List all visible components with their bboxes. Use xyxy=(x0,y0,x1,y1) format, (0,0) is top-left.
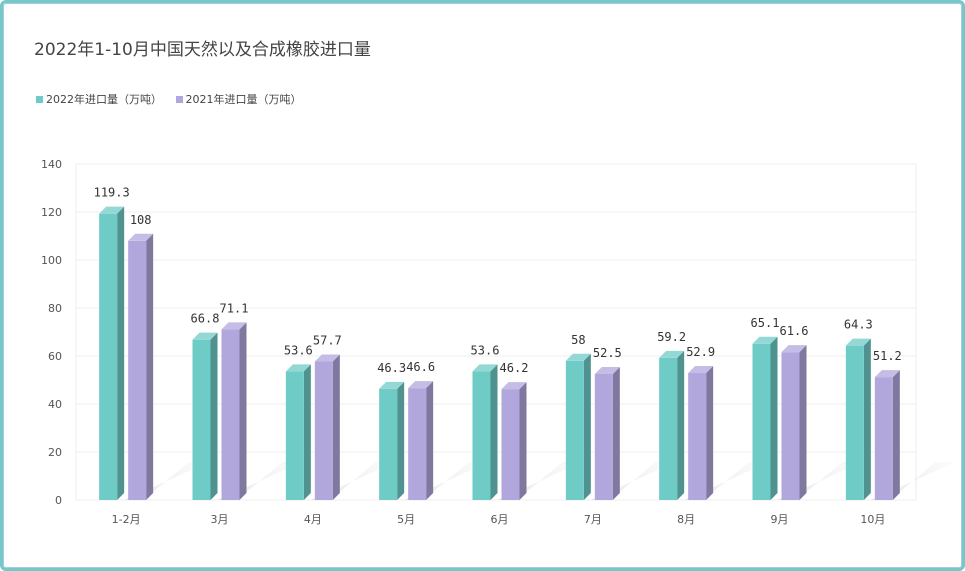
bar xyxy=(594,374,613,500)
bar-top xyxy=(688,366,714,374)
bar-side xyxy=(239,322,247,500)
data-label: 57.7 xyxy=(313,334,342,348)
bar-top xyxy=(128,233,154,241)
bar-side xyxy=(426,381,434,500)
y-tick-label: 80 xyxy=(48,302,62,315)
bar-side xyxy=(519,382,527,500)
data-label: 58 xyxy=(571,333,585,347)
y-tick-label: 60 xyxy=(48,350,62,363)
bar-top xyxy=(659,350,685,358)
data-label: 66.8 xyxy=(191,312,220,326)
x-tick-label: 7月 xyxy=(584,513,602,526)
bar-side xyxy=(799,345,807,500)
data-label: 46.2 xyxy=(500,361,529,375)
x-tick-label: 8月 xyxy=(677,513,695,526)
bar-top xyxy=(379,381,405,389)
x-tick-label: 4月 xyxy=(304,513,322,526)
bar-side xyxy=(210,332,218,500)
bar-side xyxy=(583,353,591,500)
y-tick-label: 40 xyxy=(48,398,62,411)
bar xyxy=(501,389,520,500)
data-label: 51.2 xyxy=(873,349,902,363)
bar-side xyxy=(397,381,405,500)
bar xyxy=(565,360,584,500)
x-tick-label: 5月 xyxy=(397,513,415,526)
bar-side xyxy=(706,366,714,500)
bar-top xyxy=(314,354,340,362)
bar-top xyxy=(472,364,498,372)
bar xyxy=(408,388,427,500)
x-tick-label: 9月 xyxy=(771,513,789,526)
bar xyxy=(221,329,240,500)
bar xyxy=(781,352,800,500)
data-label: 119.3 xyxy=(94,186,130,200)
bar-top xyxy=(221,322,247,330)
bar-top xyxy=(99,206,125,214)
bar-top xyxy=(752,336,778,344)
bar-side xyxy=(863,338,871,500)
bar xyxy=(99,213,118,500)
bar-top xyxy=(408,381,434,389)
data-label: 59.2 xyxy=(657,330,686,344)
bar xyxy=(192,339,211,500)
y-tick-label: 20 xyxy=(48,446,62,459)
bar-top xyxy=(501,382,527,390)
data-label: 65.1 xyxy=(751,316,780,330)
data-label: 52.9 xyxy=(686,345,715,359)
y-tick-label: 140 xyxy=(41,158,62,171)
data-label: 53.6 xyxy=(471,343,500,357)
bar xyxy=(472,371,491,500)
bar-side xyxy=(612,367,620,500)
data-label: 46.6 xyxy=(406,360,435,374)
x-tick-label: 3月 xyxy=(211,513,229,526)
data-label: 108 xyxy=(130,213,152,227)
bar-top xyxy=(874,370,900,378)
bar-side xyxy=(146,233,154,501)
x-tick-label: 10月 xyxy=(860,513,885,526)
bar xyxy=(874,377,893,500)
data-label: 71.1 xyxy=(220,301,249,315)
bar xyxy=(659,357,678,500)
bar-side xyxy=(677,350,685,500)
bar-top xyxy=(781,345,807,353)
chart-title: 2022年1-10月中国天然以及合成橡胶进口量 xyxy=(34,40,371,60)
bar xyxy=(314,361,333,500)
x-tick-label: 1-2月 xyxy=(112,513,141,526)
bar-top xyxy=(845,338,871,346)
legend: 2022年进口量（万吨） 2021年进口量（万吨） xyxy=(36,91,312,107)
legend-item-2022[interactable]: 2022年进口量（万吨） xyxy=(36,91,162,107)
bar xyxy=(688,373,707,500)
legend-label-2022: 2022年进口量（万吨） xyxy=(46,93,162,106)
bar-side xyxy=(303,364,311,500)
bar-top xyxy=(285,364,311,372)
data-label: 52.5 xyxy=(593,346,622,360)
bar-top xyxy=(594,367,620,374)
bar-side xyxy=(892,370,900,500)
data-label: 64.3 xyxy=(844,318,873,332)
data-label: 46.3 xyxy=(377,361,406,375)
y-tick-label: 120 xyxy=(41,206,62,219)
bar-side xyxy=(770,336,778,500)
bar-side xyxy=(117,206,125,500)
bar xyxy=(752,343,771,500)
y-tick-label: 100 xyxy=(41,254,62,267)
bar-side xyxy=(332,354,340,500)
bar xyxy=(379,388,398,500)
legend-label-2021: 2021年进口量（万吨） xyxy=(185,93,302,106)
bar-top xyxy=(192,332,218,340)
bar xyxy=(285,371,304,500)
x-tick-label: 6月 xyxy=(491,513,509,526)
legend-swatch-2022 xyxy=(36,95,43,103)
legend-item-2021[interactable]: 2021年进口量（万吨） xyxy=(175,91,302,107)
bar-side xyxy=(490,364,498,500)
bar-top xyxy=(565,353,591,361)
legend-swatch-2021 xyxy=(175,95,183,103)
y-tick-label: 0 xyxy=(55,494,62,507)
bar xyxy=(128,240,147,501)
bar xyxy=(845,345,864,500)
data-label: 53.6 xyxy=(284,343,313,357)
data-label: 61.6 xyxy=(780,324,809,338)
